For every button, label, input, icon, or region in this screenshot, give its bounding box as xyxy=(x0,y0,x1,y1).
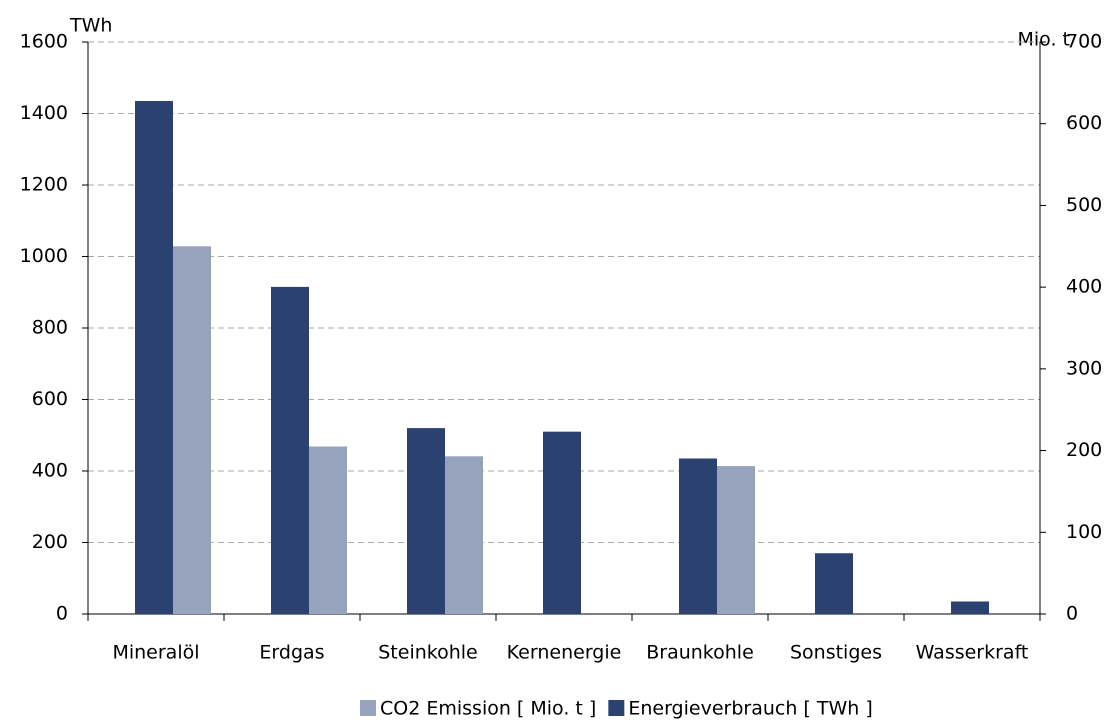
y2-tick-label: 700 xyxy=(1066,31,1102,53)
bar xyxy=(815,553,853,614)
y-tick-label: 1000 xyxy=(20,245,68,267)
y2-tick-label: 500 xyxy=(1066,194,1102,216)
bar xyxy=(407,428,445,614)
y-tick-label: 1200 xyxy=(20,174,68,196)
bar xyxy=(173,246,211,615)
bar xyxy=(309,446,347,614)
y-tick-label: 400 xyxy=(32,460,68,482)
y2-tick-label: 400 xyxy=(1066,276,1102,298)
y-axis-title: TWh xyxy=(69,15,112,37)
x-tick-label: Kernenergie xyxy=(507,642,622,664)
y-tick-label: 200 xyxy=(32,531,68,553)
y-tick-label: 0 xyxy=(56,603,68,625)
y2-tick-label: 600 xyxy=(1066,112,1102,134)
y-tick-label: 1400 xyxy=(20,102,68,124)
bar xyxy=(951,601,989,614)
x-tick-label: Steinkohle xyxy=(378,642,477,664)
legend-swatch xyxy=(360,700,376,716)
bar xyxy=(135,100,173,615)
y-tick-label: 600 xyxy=(32,388,68,410)
bar xyxy=(679,458,717,614)
legend-swatch xyxy=(608,700,625,716)
x-tick-label: Mineralöl xyxy=(112,642,199,664)
bar xyxy=(445,456,483,614)
legend-label: Energieverbrauch [ TWh ] xyxy=(628,698,872,720)
y-tick-label: 1600 xyxy=(20,31,68,53)
y2-tick-label: 200 xyxy=(1066,439,1102,461)
y-tick-label: 800 xyxy=(32,317,68,339)
y2-tick-label: 0 xyxy=(1066,603,1078,625)
bar xyxy=(543,431,581,614)
bar xyxy=(271,286,309,614)
x-tick-label: Sonstiges xyxy=(790,642,882,664)
y2-tick-label: 100 xyxy=(1066,521,1102,543)
legend-label: CO2 Emission [ Mio. t ] xyxy=(380,698,596,720)
x-tick-label: Erdgas xyxy=(259,642,324,664)
bar xyxy=(717,466,755,614)
x-tick-label: Braunkohle xyxy=(646,642,754,664)
y2-axis-title: Mio. t xyxy=(1018,29,1071,51)
x-tick-label: Wasserkraft xyxy=(916,642,1029,664)
y2-tick-label: 300 xyxy=(1066,357,1102,379)
